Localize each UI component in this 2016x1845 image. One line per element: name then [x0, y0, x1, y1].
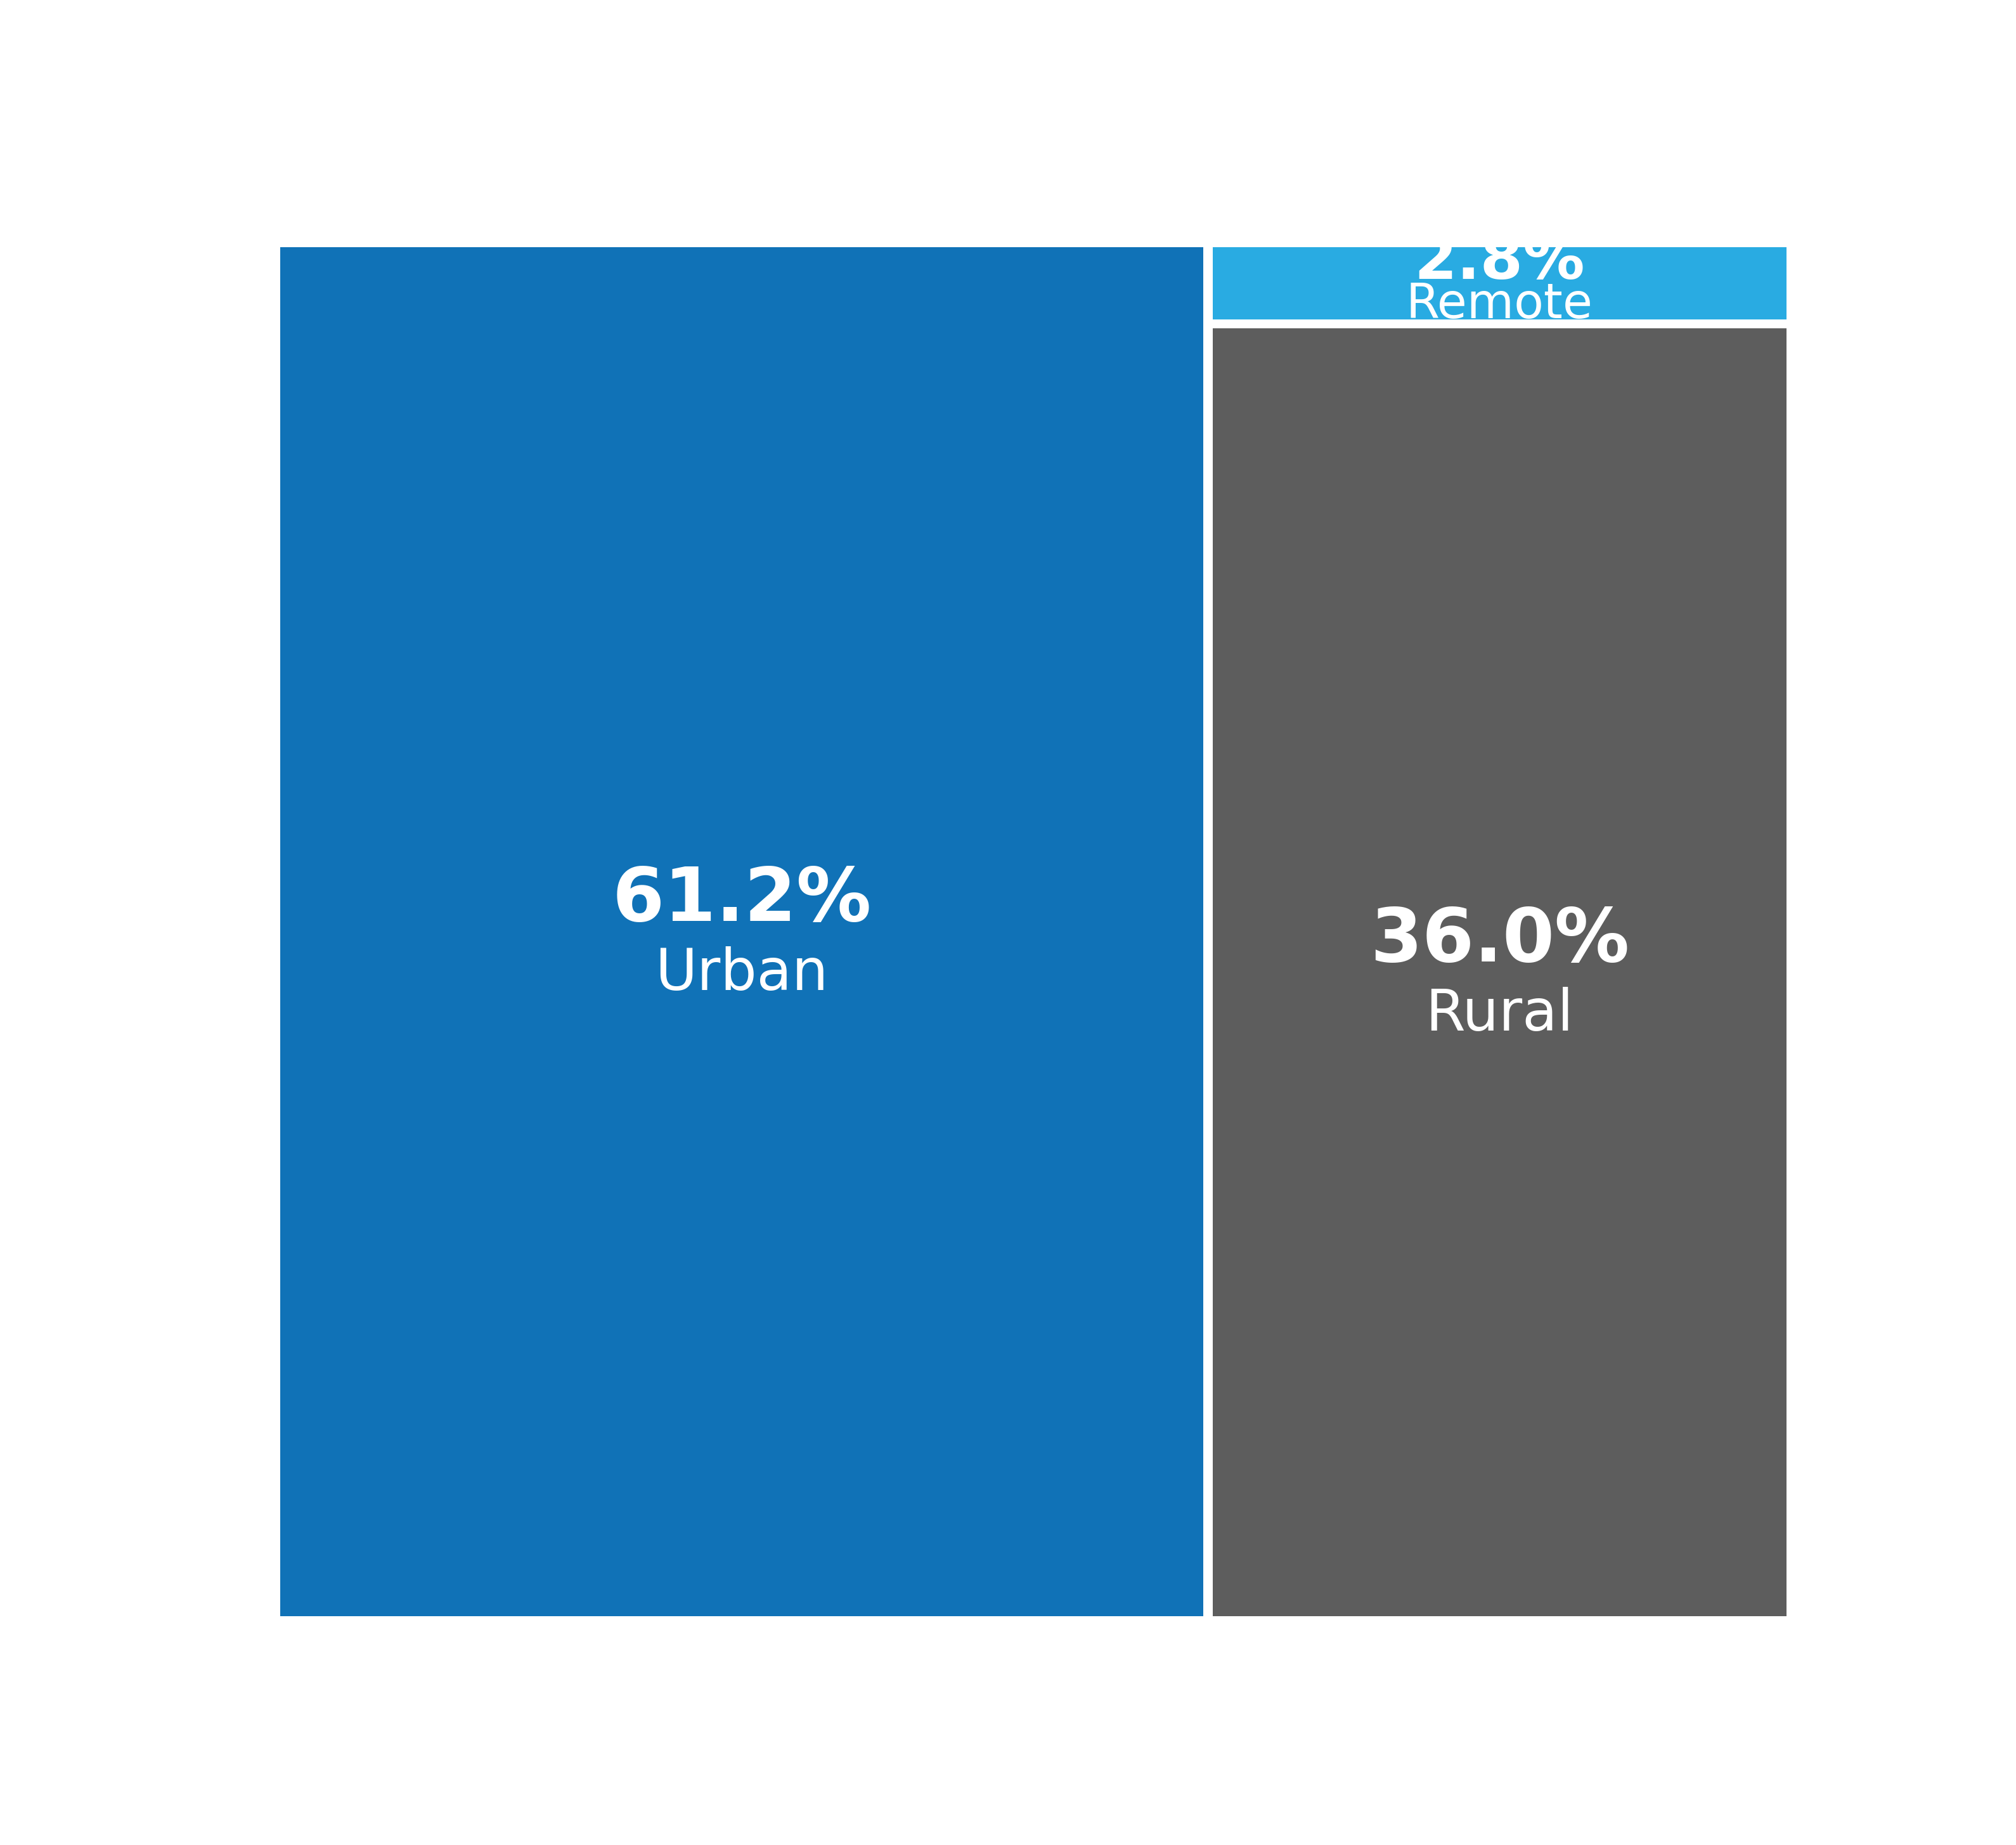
Text: Urban: Urban: [655, 946, 829, 1002]
Bar: [1214, 247, 1786, 319]
Bar: [280, 247, 1204, 1616]
Text: 2.8%: 2.8%: [1413, 232, 1585, 292]
Text: Rural: Rural: [1425, 987, 1574, 1042]
Text: 61.2%: 61.2%: [613, 863, 871, 937]
Text: 36.0%: 36.0%: [1371, 904, 1629, 978]
Text: Remote: Remote: [1405, 280, 1593, 328]
Bar: [1214, 328, 1786, 1616]
